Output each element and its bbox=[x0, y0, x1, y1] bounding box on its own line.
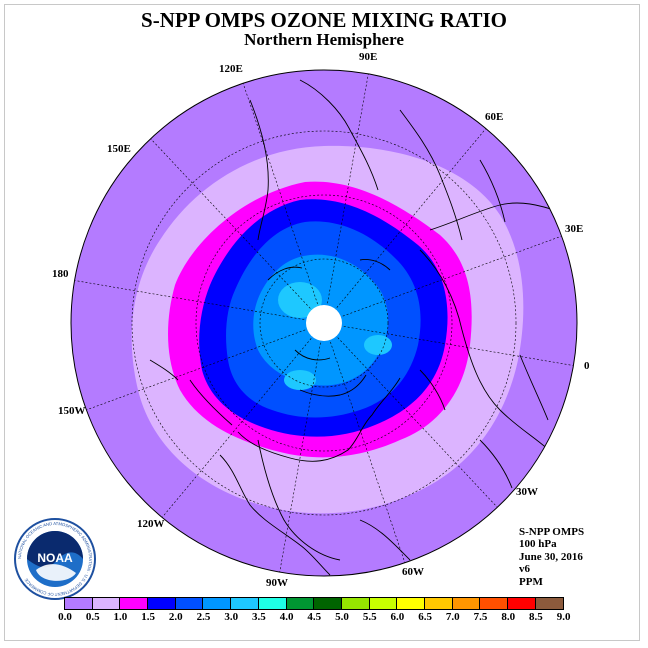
lon-label-30w: 30W bbox=[516, 486, 538, 498]
info-instrument: S-NPP OMPS bbox=[519, 526, 585, 538]
map-border bbox=[70, 69, 578, 577]
lon-label-0: 0 bbox=[584, 360, 590, 372]
lon-label-90e: 90E bbox=[359, 51, 378, 63]
polar-gap bbox=[306, 305, 342, 341]
band-3.0-3.5-patch bbox=[364, 335, 392, 355]
band-3.0-3.5-patch2 bbox=[284, 370, 316, 390]
colorbar-swatch bbox=[480, 598, 508, 609]
lon-label-180: 180 bbox=[52, 268, 69, 280]
colorbar-tick-label: 6.5 bbox=[418, 611, 432, 623]
colorbar-swatch bbox=[286, 598, 315, 609]
info-block: S-NPP OMPS 100 hPa June 30, 2016 v6 PPM bbox=[519, 526, 584, 588]
colorbar-tick-label: 7.5 bbox=[473, 611, 488, 623]
coastlines bbox=[149, 79, 561, 576]
map-subtitle: Northern Hemisphere bbox=[244, 30, 404, 49]
colorbar-tick-label: 5.5 bbox=[362, 611, 377, 623]
colorbar-swatch bbox=[508, 598, 536, 609]
info-level: 100 hPa bbox=[519, 538, 557, 551]
info-date: June 30, 2016 bbox=[519, 550, 583, 563]
colorbar-tick-label: 0.5 bbox=[85, 611, 100, 623]
colorbar-swatch bbox=[203, 598, 232, 609]
colorbar-swatch bbox=[92, 598, 121, 609]
colorbar-swatch bbox=[424, 598, 453, 609]
lon-label-60e: 60E bbox=[485, 111, 504, 123]
colorbar-tick-label: 8.5 bbox=[529, 611, 543, 623]
colorbar-tick-label: 5.0 bbox=[335, 611, 349, 623]
lon-label-120w: 120W bbox=[137, 518, 165, 530]
colorbar-swatch bbox=[341, 598, 370, 609]
colorbar-swatch bbox=[258, 598, 287, 609]
colorbar-swatch bbox=[175, 598, 204, 609]
colorbar-tick-label: 4.5 bbox=[307, 611, 322, 623]
colorbar-tick-label: 0.0 bbox=[58, 611, 72, 623]
colorbar-tick-label: 2.0 bbox=[168, 611, 183, 623]
colorbar-tick-label: 6.0 bbox=[390, 611, 405, 623]
colorbar-tick-label: 4.0 bbox=[279, 611, 294, 623]
colorbar-tick-label: 2.5 bbox=[196, 611, 211, 623]
lon-label-90w: 90W bbox=[266, 577, 288, 589]
colorbar-tick-label: 1.5 bbox=[141, 611, 155, 623]
colorbar-swatch bbox=[314, 598, 342, 609]
colorbar-swatch bbox=[369, 598, 398, 609]
colorbar bbox=[64, 597, 565, 610]
info-version: v6 bbox=[519, 563, 530, 576]
lon-label-120e: 120E bbox=[219, 63, 243, 75]
lon-label-30e: 30E bbox=[565, 223, 584, 235]
colorbar-swatch bbox=[231, 598, 259, 609]
image-frame bbox=[4, 4, 640, 641]
colorbar-swatch bbox=[397, 598, 425, 609]
lon-label-150e: 150E bbox=[107, 143, 131, 155]
graticule bbox=[71, 70, 577, 576]
colorbar-tick-label: 3.0 bbox=[224, 611, 239, 623]
colorbar-swatch bbox=[148, 598, 176, 609]
colorbar-tick-label: 9.0 bbox=[556, 611, 571, 623]
band-3.0-3.5 bbox=[278, 282, 322, 318]
lon-label-60w: 60W bbox=[402, 566, 424, 578]
colorbar-swatch bbox=[452, 598, 481, 609]
colorbar-tick-label: 8.0 bbox=[501, 611, 516, 623]
map-title: S-NPP OMPS OZONE MIXING RATIO bbox=[141, 8, 507, 32]
colorbar-tick-label: 7.0 bbox=[445, 611, 460, 623]
logo-text: NOAA bbox=[37, 551, 73, 565]
colorbar-swatch bbox=[535, 598, 564, 609]
lon-label-150w: 150W bbox=[58, 405, 86, 417]
colorbar-tick-label: 3.5 bbox=[252, 611, 266, 623]
colorbar-tick-label: 1.0 bbox=[113, 611, 128, 623]
colorbar-swatch bbox=[120, 598, 149, 609]
noaa-logo: NOAA NATIONAL OCEANIC AND ATMOSPHERIC AD… bbox=[14, 518, 96, 600]
colorbar-swatch bbox=[65, 598, 93, 609]
info-units: PPM bbox=[519, 575, 543, 588]
